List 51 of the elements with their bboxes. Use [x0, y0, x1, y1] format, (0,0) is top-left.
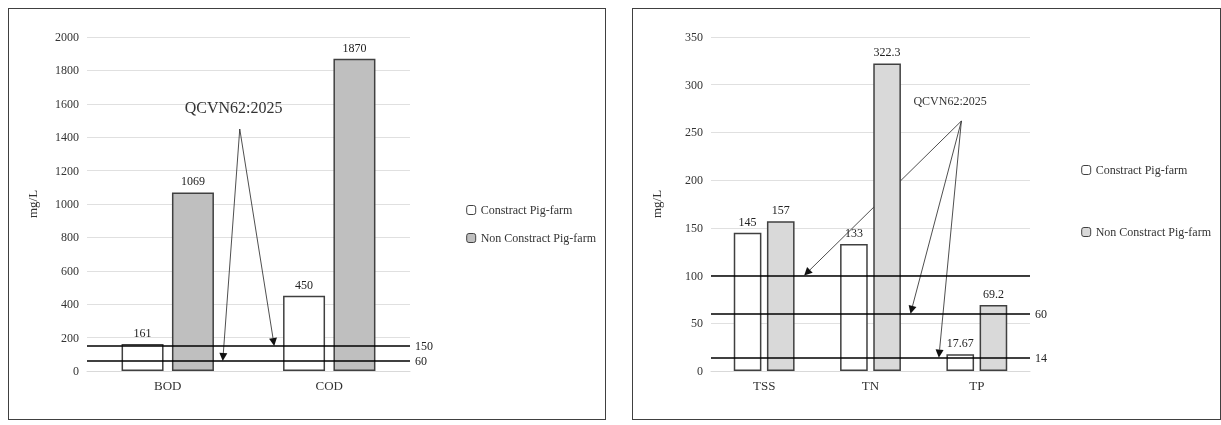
bar [840, 244, 868, 371]
ref-line-label: 150 [415, 338, 433, 353]
y-tick-label: 1600 [55, 96, 79, 111]
y-tick-label: 200 [685, 173, 703, 188]
y-tick-label: 400 [61, 297, 79, 312]
y-tick-label: 0 [73, 364, 79, 378]
x-tick-label: BOD [154, 378, 182, 393]
bar [283, 295, 326, 371]
y-tick-label: 2000 [55, 30, 79, 44]
x-tick-label: COD [315, 378, 343, 393]
y-tick-label: 1800 [55, 63, 79, 78]
legend-label: Non Constract Pig-farm [1095, 225, 1212, 239]
y-tick-label: 100 [685, 268, 703, 283]
y-tick-label: 150 [685, 220, 703, 235]
bar [733, 232, 762, 371]
x-tick-label: TP [969, 378, 985, 393]
bar [333, 58, 376, 371]
data-label: 133 [844, 226, 863, 241]
y-tick-label: 250 [685, 125, 703, 140]
y-axis-title: mg/L [649, 189, 664, 219]
y-tick-label: 50 [691, 316, 703, 331]
data-label: 1069 [180, 174, 205, 189]
data-label: 450 [295, 277, 314, 292]
ref-line-label: 60 [1035, 306, 1047, 321]
legend-label: Constract Pig-farm [480, 203, 573, 217]
y-tick-label: 0 [697, 364, 703, 378]
y-tick-label: 1200 [55, 163, 79, 178]
y-tick-label: 600 [61, 263, 79, 278]
legend-label: Non Constract Pig-farm [480, 231, 597, 245]
y-tick-label: 1400 [55, 130, 79, 145]
x-tick-label: TSS [752, 378, 776, 393]
data-label: 161 [133, 326, 152, 341]
x-tick-label: TN [861, 378, 880, 393]
data-label: 69.2 [982, 286, 1004, 301]
data-label: 17.67 [946, 336, 974, 351]
legend-label: Constract Pig-farm [1095, 163, 1188, 177]
y-tick-label: 350 [685, 30, 703, 44]
annotation: QCVN62:2025 [184, 98, 283, 116]
data-label: 145 [738, 214, 757, 229]
ref-line-label: 14 [1035, 350, 1047, 365]
data-label: 322.3 [873, 45, 901, 60]
y-axis-title: mg/L [25, 189, 40, 219]
y-tick-label: 300 [685, 77, 703, 92]
bar [171, 192, 214, 371]
ref-line-label: 60 [415, 353, 427, 368]
data-label: 1870 [342, 40, 367, 55]
y-tick-label: 200 [61, 330, 79, 345]
data-label: 157 [771, 203, 790, 218]
y-tick-label: 800 [61, 230, 79, 245]
annotation: QCVN62:2025 [913, 94, 987, 108]
y-tick-label: 1000 [55, 197, 79, 211]
